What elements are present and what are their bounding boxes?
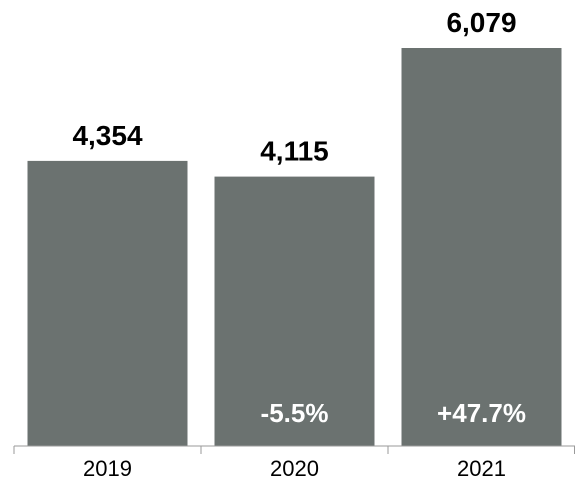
change-labels-group: -5.5% +47.7% — [261, 398, 526, 428]
x-axis-tick-labels-group: 2019 2020 2021 — [83, 456, 506, 481]
bar-2021 — [401, 48, 562, 446]
x-tick-label-2021: 2021 — [457, 456, 506, 481]
value-label-2019: 4,354 — [72, 120, 142, 151]
x-tick-label-2019: 2019 — [83, 456, 132, 481]
x-tick-label-2020: 2020 — [270, 456, 319, 481]
value-labels-group: 4,354 4,115 6,079 — [72, 7, 516, 167]
value-label-2020: 4,115 — [260, 136, 329, 167]
bar-2019 — [27, 160, 188, 446]
change-label-2021: +47.7% — [437, 398, 526, 428]
bars-group — [27, 48, 562, 446]
x-axis-ticks-group — [13, 446, 575, 454]
bar-2020 — [214, 176, 375, 446]
value-label-2021: 6,079 — [446, 7, 516, 38]
change-label-2020: -5.5% — [261, 398, 329, 428]
